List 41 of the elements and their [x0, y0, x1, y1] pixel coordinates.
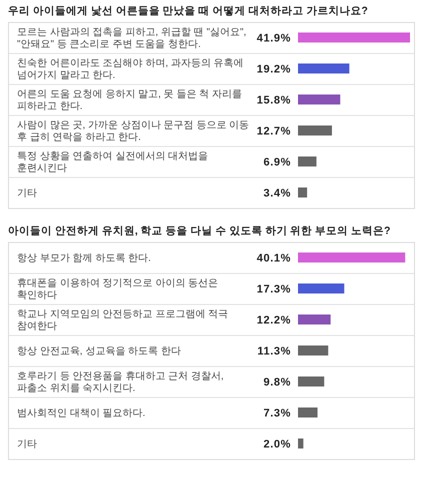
bar — [298, 438, 304, 448]
bar — [298, 156, 316, 166]
bar — [298, 314, 331, 324]
y-tick-label: 항상 부모가 함께 하도록 한다. — [17, 253, 151, 264]
data-label: 7.3% — [264, 408, 291, 420]
data-label: 3.4% — [264, 188, 291, 200]
data-label: 2.0% — [264, 438, 291, 450]
data-label: 9.8% — [264, 376, 291, 388]
y-tick-label: 기타 — [17, 439, 37, 450]
data-label: 17.3% — [256, 284, 291, 296]
y-tick-label: 모르는 사람과의 접촉을 피하고, 위급할 땐 "싫어요", "안돼요" 등 큰소리로 주변 도움을 청한다. — [17, 27, 246, 50]
bar — [298, 252, 406, 262]
y-tick-label: 특정 상황을 연출하여 실전에서의 대처법을 훈련시킨다 — [17, 151, 208, 174]
y-tick-label: 범사회적인 대책이 필요하다. — [17, 408, 146, 419]
bar — [298, 376, 324, 386]
y-tick-label: 호루라기 등 안전용품을 휴대하고 근처 경찰서, 파출소 위치를 숙지시킨다. — [17, 371, 224, 394]
bar — [298, 64, 350, 74]
y-tick-label: 기타 — [17, 188, 37, 199]
data-label: 40.1% — [256, 252, 291, 264]
y-tick-label: 사람이 많은 곳, 가까운 상점이나 문구점 등으로 이동 후 급히 연락을 하라고 한다. — [17, 120, 250, 143]
bar — [298, 346, 328, 356]
y-tick-label: 항상 안전교육, 성교육을 하도록 한다 — [17, 346, 181, 357]
bar — [298, 284, 344, 294]
data-label: 12.7% — [256, 126, 291, 138]
y-tick-label: 학교나 지역모임의 안전등하교 프로그램에 적극 참여한다 — [17, 309, 228, 332]
y-tick-label: 휴대폰을 이용하여 정기적으로 아이의 동선은 확인하다 — [17, 278, 218, 301]
bar — [298, 32, 410, 42]
data-label: 11.3% — [257, 346, 291, 358]
y-tick-label: 친숙한 어른이라도 조심해야 하며, 과자등의 유혹에 넘어가지 말라고 한다. — [17, 58, 244, 81]
bar — [298, 94, 340, 104]
data-label: 15.8% — [256, 94, 291, 106]
data-label: 41.9% — [256, 32, 291, 44]
bar — [298, 408, 318, 418]
data-label: 19.2% — [256, 64, 291, 76]
text: 아이들이 안전하게 유치원, 학교 등을 다닐 수 있도록 하기 위한 부모의 노력은? — [8, 225, 390, 237]
text: 우리 아이들에게 낯선 어른들을 만났을 때 어떻게 대처하라고 가르치나요? — [8, 5, 368, 17]
bar — [298, 126, 332, 136]
bar — [298, 188, 308, 198]
y-tick-label: 어른의 도움 요청에 응하지 말고, 못 들은 척 자리를 피하라고 한다. — [17, 89, 242, 112]
data-label: 12.2% — [256, 314, 291, 326]
data-label: 6.9% — [264, 156, 291, 168]
